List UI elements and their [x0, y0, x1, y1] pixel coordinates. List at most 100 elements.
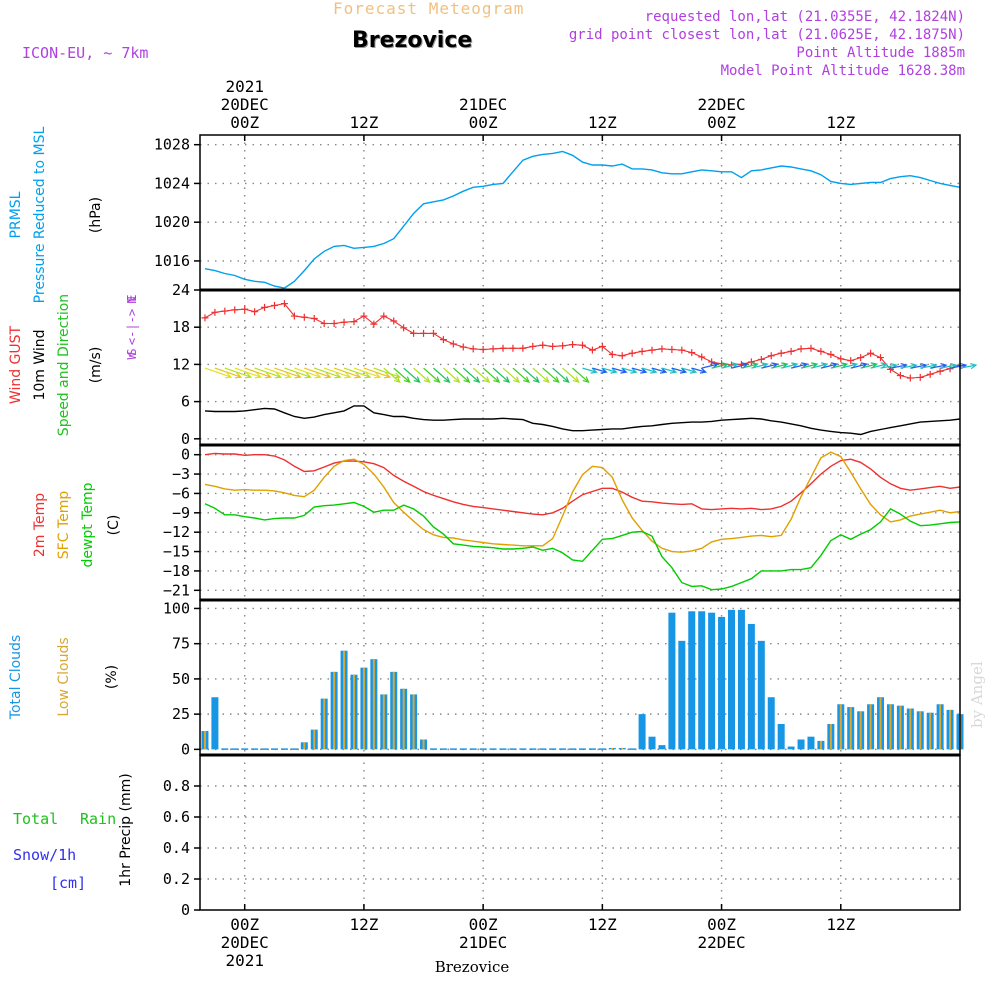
wind-arrow: [323, 367, 352, 379]
y-axis-label: (C): [106, 515, 122, 536]
gust-marker: [688, 349, 696, 357]
total-cloud-bar: [439, 748, 447, 750]
pressure-line: [204, 150, 961, 289]
t2m-line: [204, 452, 961, 516]
total-cloud-bar: [489, 748, 497, 750]
low-cloud-bar: [382, 694, 385, 750]
y-axis-label: 2m Temp: [32, 493, 48, 557]
wind-arrow: [363, 367, 392, 379]
wind-arrow: [532, 367, 550, 384]
gust-marker: [708, 358, 716, 366]
gust-marker: [320, 319, 328, 327]
low-cloud-bar: [909, 708, 912, 750]
gust-marker: [350, 318, 358, 326]
total-cloud-bar: [777, 724, 785, 750]
gust-marker: [459, 343, 467, 351]
wind-arrow: [373, 367, 402, 379]
chart-title: Forecast Meteogram: [333, 0, 525, 18]
wind-arrow: [472, 367, 491, 384]
y-axis-label: SFC Temp: [56, 491, 72, 560]
y-tick-label: 75: [172, 635, 190, 653]
gust-marker: [340, 318, 348, 326]
wind-arrow: [333, 367, 362, 379]
y-tick-label: 0.6: [163, 808, 190, 826]
low-cloud-bar: [412, 694, 415, 750]
model-label: ICON-EU, ~ 7km: [22, 44, 149, 62]
legend-rain: Rain: [80, 810, 116, 828]
wind-arrow: [413, 367, 431, 384]
gust-marker: [896, 372, 904, 380]
total-cloud-bar: [539, 748, 547, 750]
gust-marker: [807, 344, 815, 352]
low-cloud-bar: [899, 705, 902, 750]
wind-arrow: [254, 367, 282, 379]
gust-marker: [906, 374, 914, 382]
total-cloud-bar: [767, 697, 775, 750]
y-tick-label: −15: [163, 543, 190, 561]
wind-arrow: [264, 367, 292, 379]
wind-arrow: [512, 367, 530, 384]
wind-arrow: [790, 362, 809, 369]
wind-arrow: [214, 367, 243, 379]
gust-marker: [886, 365, 894, 373]
wind-arrow: [452, 367, 471, 384]
gust-marker: [648, 346, 656, 354]
bottom-x-tick-label: 00Z: [707, 915, 736, 934]
low-cloud-bar: [343, 650, 346, 750]
top-x-tick-label: 12Z: [349, 113, 378, 132]
y-tick-label: −3: [172, 465, 190, 483]
y-tick-label: 50: [172, 670, 190, 688]
low-cloud-bar: [372, 659, 375, 750]
wind-arrow: [353, 367, 382, 379]
legend-cm: [cm]: [50, 874, 86, 892]
wind-arrow: [204, 367, 233, 379]
gust-marker: [221, 307, 229, 315]
wind-arrow: [314, 367, 342, 379]
low-cloud-bar: [949, 709, 952, 750]
y-tick-label: 1024: [154, 174, 190, 192]
compass-east-west: W <-|-> E: [125, 294, 139, 359]
wind-arrow: [781, 362, 799, 369]
requested-coords: requested lon,lat (21.0355E, 42.1824N): [644, 9, 965, 25]
wind-arrow: [522, 367, 540, 384]
gust-marker: [658, 345, 666, 353]
wind-speed-line: [204, 405, 961, 436]
y-tick-label: −21: [163, 581, 190, 599]
gust-marker: [410, 329, 418, 337]
low-cloud-bar: [879, 697, 882, 750]
gust-marker: [529, 342, 537, 350]
wind-arrow: [304, 367, 332, 379]
total-cloud-bar: [668, 612, 676, 750]
total-cloud-bar: [221, 748, 229, 750]
model-altitude: Model Point Altitude 1628.38m: [720, 63, 965, 79]
total-cloud-bar: [280, 748, 288, 750]
wind-arrow: [443, 367, 461, 384]
total-cloud-bar: [678, 640, 686, 750]
top-x-tick-label: 22DEC: [697, 95, 745, 114]
wind-arrow: [383, 367, 401, 384]
gust-marker: [420, 329, 428, 337]
gust-marker: [926, 370, 934, 378]
gust-marker: [251, 308, 259, 316]
gust-marker: [400, 324, 408, 332]
total-cloud-bar: [747, 623, 755, 750]
compass-south: S: [125, 348, 139, 355]
y-tick-label: 25: [172, 705, 190, 723]
gust-marker: [519, 344, 527, 352]
wind-arrow: [482, 367, 501, 384]
legend-snow: Snow/1h: [13, 846, 76, 864]
gust-marker: [867, 349, 875, 357]
total-cloud-bar: [261, 748, 269, 750]
wind-arrow: [701, 362, 720, 369]
wind-arrow: [274, 367, 302, 379]
low-cloud-bar: [402, 688, 405, 750]
total-cloud-bar: [509, 748, 517, 750]
wind-arrow: [840, 362, 859, 369]
gust-marker: [737, 360, 745, 368]
total-cloud-bar: [648, 736, 656, 750]
top-x-tick-label: 12Z: [826, 113, 855, 132]
credit-watermark: by Angel: [968, 661, 986, 728]
y-axis-label: Pressure Reduced to MSL: [32, 126, 48, 303]
gust-marker: [578, 341, 586, 349]
gust-marker: [290, 312, 298, 320]
